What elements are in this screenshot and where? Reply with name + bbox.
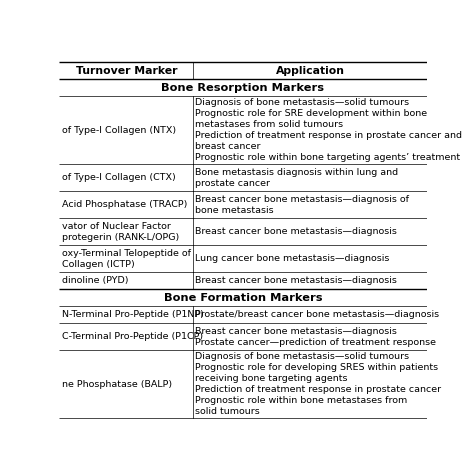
Text: Lung cancer bone metastasis—diagnosis: Lung cancer bone metastasis—diagnosis [195,255,390,264]
Text: Bone Formation Markers: Bone Formation Markers [164,293,322,303]
Text: oxy-Terminal Telopeptide of
Collagen (ICTP): oxy-Terminal Telopeptide of Collagen (IC… [62,249,191,269]
Text: Bone metastasis diagnosis within lung and
prostate cancer: Bone metastasis diagnosis within lung an… [195,168,398,188]
Text: Breast cancer bone metastasis—diagnosis: Breast cancer bone metastasis—diagnosis [195,228,397,237]
Text: Prostate/breast cancer bone metastasis—diagnosis: Prostate/breast cancer bone metastasis—d… [195,310,439,319]
Text: C-Terminal Pro-Peptide (P1CP): C-Terminal Pro-Peptide (P1CP) [62,332,203,341]
Text: Turnover Marker: Turnover Marker [75,66,177,76]
Text: Breast cancer bone metastasis—diagnosis of
bone metastasis: Breast cancer bone metastasis—diagnosis … [195,195,409,215]
Text: Breast cancer bone metastasis—diagnosis
Prostate cancer—prediction of treatment : Breast cancer bone metastasis—diagnosis … [195,327,436,346]
Text: Breast cancer bone metastasis—diagnosis: Breast cancer bone metastasis—diagnosis [195,276,397,285]
Text: Diagnosis of bone metastasis—solid tumours
Prognostic role for developing SRES w: Diagnosis of bone metastasis—solid tumou… [195,352,441,417]
Text: ne Phosphatase (BALP): ne Phosphatase (BALP) [62,380,173,389]
Text: Diagnosis of bone metastasis—solid tumours
Prognostic role for SRE development w: Diagnosis of bone metastasis—solid tumou… [195,98,462,163]
Text: dinoline (PYD): dinoline (PYD) [62,276,128,285]
Text: of Type-I Collagen (NTX): of Type-I Collagen (NTX) [62,126,176,135]
Text: Acid Phosphatase (TRACP): Acid Phosphatase (TRACP) [62,200,188,209]
Text: Application: Application [275,66,345,76]
Text: of Type-I Collagen (CTX): of Type-I Collagen (CTX) [62,173,176,182]
Text: N-Terminal Pro-Peptide (P1NP): N-Terminal Pro-Peptide (P1NP) [62,310,204,319]
Text: vator of Nuclear Factor
protegerin (RANK-L/OPG): vator of Nuclear Factor protegerin (RANK… [62,222,180,242]
Text: Bone Resorption Markers: Bone Resorption Markers [162,82,324,92]
